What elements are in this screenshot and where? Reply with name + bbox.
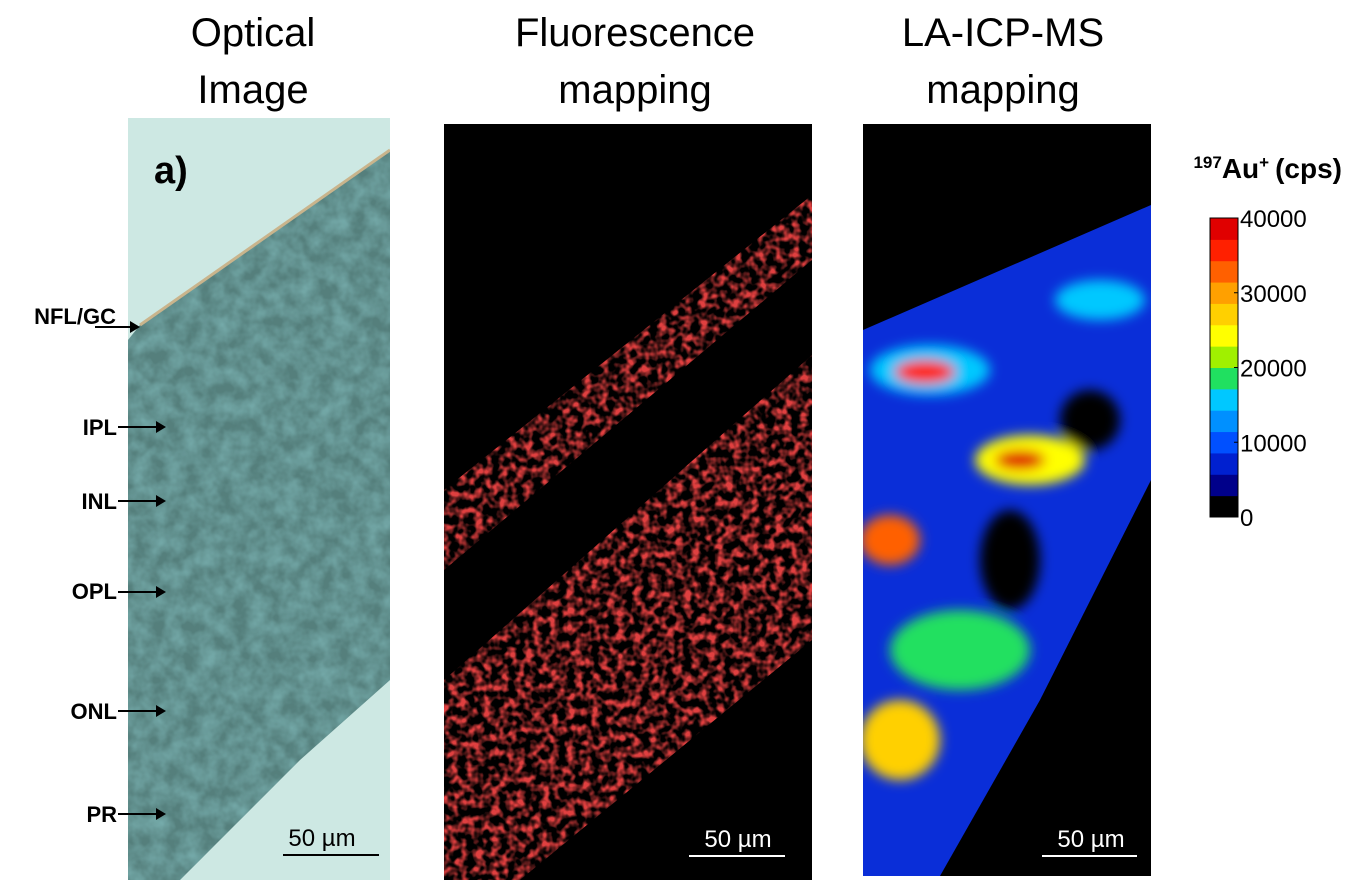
- colorbar-segment: [1210, 282, 1238, 304]
- layer-label: ONL: [71, 699, 117, 724]
- colorbar: 40000 30000 20000 10000 0: [1210, 206, 1307, 532]
- optical-image: [128, 118, 390, 880]
- colorbar-segment: [1210, 218, 1238, 240]
- figure: Optical Image Fluorescence mapping LA-IC…: [0, 0, 1350, 881]
- panel-label: b): [476, 150, 512, 192]
- colorbar-tick-label: 10000: [1240, 430, 1307, 457]
- scale-label: 50 µm: [1057, 826, 1124, 853]
- layer-label: PR: [86, 802, 117, 827]
- title: mapping: [558, 68, 711, 112]
- panel-label: c): [889, 150, 923, 192]
- layer-label: OPL: [72, 579, 117, 604]
- colorbar-segment: [1210, 389, 1238, 411]
- colorbar-segment: [1210, 303, 1238, 325]
- layer-label: NFL/GC: [34, 304, 116, 329]
- colorbar-tick-label: 0: [1240, 505, 1253, 532]
- scale-label: 50 µm: [704, 826, 771, 853]
- fluorescence-image: [444, 124, 812, 880]
- colorbar-tick-label: 30000: [1240, 281, 1307, 308]
- colorbar-segment: [1210, 346, 1238, 368]
- unit: (cps): [1275, 153, 1342, 184]
- title: Fluorescence: [515, 11, 755, 55]
- title: Optical: [191, 11, 316, 55]
- charge: +: [1259, 153, 1269, 172]
- panel-label: a): [154, 150, 188, 192]
- element: Au: [1222, 153, 1259, 184]
- colorbar-segment: [1210, 474, 1238, 496]
- layer-label: IPL: [83, 415, 117, 440]
- colorbar-segment: [1210, 325, 1238, 347]
- colorbar-title: 197Au+ (cps): [1193, 153, 1342, 184]
- isotope: 197: [1193, 153, 1221, 172]
- colorbar-segment: [1210, 432, 1238, 454]
- colorbar-segment: [1210, 368, 1238, 390]
- title: LA-ICP-MS: [902, 11, 1104, 55]
- title: mapping: [926, 68, 1079, 112]
- scale-label: 50 µm: [288, 825, 355, 852]
- colorbar-segment: [1210, 410, 1238, 432]
- colorbar-segment: [1210, 239, 1238, 261]
- colorbar-segment: [1210, 261, 1238, 283]
- colorbar-tick-label: 40000: [1240, 206, 1307, 233]
- title: Image: [197, 68, 308, 112]
- colorbar-segment: [1210, 453, 1238, 475]
- la-icp-ms-image: [860, 124, 1151, 880]
- layer-label: INL: [82, 489, 117, 514]
- colorbar-tick-label: 20000: [1240, 356, 1307, 383]
- colorbar-segment: [1210, 496, 1238, 518]
- titles: Optical Image Fluorescence mapping LA-IC…: [191, 11, 1104, 112]
